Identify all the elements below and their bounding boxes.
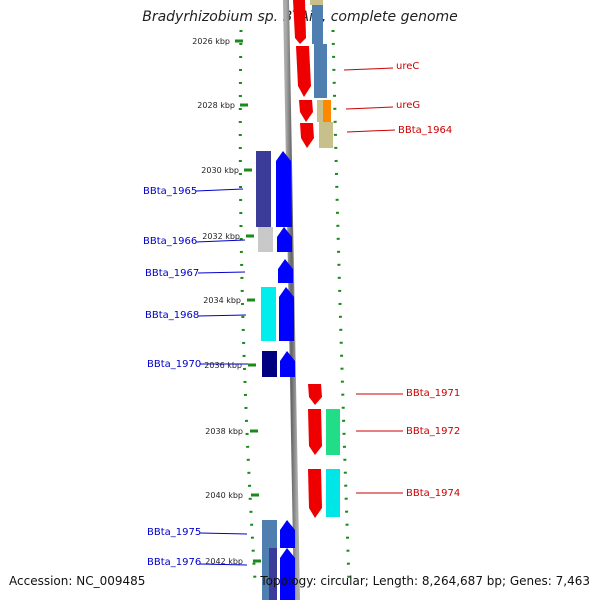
gene-label-bbta-1965[interactable]: BBta_1965	[143, 186, 197, 197]
gene-block-forward[interactable]	[326, 469, 340, 517]
gene-label-bbta-1970[interactable]: BBta_1970	[147, 359, 201, 370]
gene-block-forward[interactable]	[310, 0, 323, 5]
gene-block-reverse[interactable]	[261, 287, 276, 341]
gene-label-bbta-1964[interactable]: BBta_1964	[398, 125, 452, 136]
ruler-tick-label: 2040 kbp	[205, 491, 243, 500]
gene-block-forward[interactable]	[314, 44, 327, 98]
gene-label-bbta-1966[interactable]: BBta_1966	[143, 236, 197, 247]
gene-arrow-reverse[interactable]	[280, 548, 295, 600]
ruler-tick: 2034 kbp	[203, 296, 255, 305]
gene-block-reverse[interactable]	[262, 351, 277, 377]
ruler-tick: 2036 kbp	[204, 361, 256, 370]
gene-label-bbta-1971[interactable]: BBta_1971	[406, 388, 460, 399]
ruler-tick-label: 2034 kbp	[203, 296, 241, 305]
gene-block-forward[interactable]	[326, 409, 340, 455]
reverse-gene-labels: BBta_1965 BBta_1966 BBta_1967 BBta_1968 …	[143, 186, 248, 568]
accession-label: Accession: NC_009485	[9, 574, 146, 588]
ruler-tick: 2038 kbp	[205, 427, 258, 436]
gene-arrow-forward[interactable]	[308, 384, 322, 405]
ruler-tick: 2032 kbp	[202, 232, 254, 241]
gene-block-reverse[interactable]	[258, 227, 273, 252]
gene-arrow-reverse[interactable]	[280, 351, 295, 377]
ruler-tick-label: 2042 kbp	[205, 557, 243, 566]
gene-arrow-forward[interactable]	[299, 100, 313, 122]
ruler-tick: 2028 kbp	[197, 101, 248, 110]
ruler-tick-label: 2028 kbp	[197, 101, 235, 110]
gene-block-forward[interactable]	[312, 0, 323, 44]
gene-block-reverse[interactable]	[269, 548, 277, 600]
gene-block-reverse[interactable]	[262, 520, 277, 548]
gene-arrow-reverse[interactable]	[279, 287, 294, 341]
gene-label-bbta-1972[interactable]: BBta_1972	[406, 426, 460, 437]
gene-arrow-reverse[interactable]	[278, 259, 293, 283]
ruler-tick-label: 2030 kbp	[201, 166, 239, 175]
gene-block-forward[interactable]	[319, 122, 333, 148]
gene-block-forward[interactable]	[323, 100, 331, 122]
ruler-tick: 2030 kbp	[201, 166, 252, 175]
ruler-tick-label: 2026 kbp	[192, 37, 230, 46]
gene-arrow-forward[interactable]	[308, 469, 322, 518]
gene-label-urec[interactable]: ureC	[396, 61, 419, 72]
gene-arrow-reverse[interactable]	[277, 227, 292, 252]
gene-label-ureg[interactable]: ureG	[396, 100, 420, 111]
ruler-tick-label: 2036 kbp	[204, 361, 242, 370]
gene-arrow-forward[interactable]	[300, 123, 314, 148]
forward-gene-labels: ureC ureG BBta_1964 BBta_1971 BBta_1972 …	[343, 61, 460, 499]
gene-label-bbta-1968[interactable]: BBta_1968	[145, 310, 199, 321]
ruler: 2026 kbp 2028 kbp 2030 kbp 2032 kbp 2034…	[192, 37, 261, 566]
gene-arrow-reverse[interactable]	[276, 151, 292, 227]
gene-arrow-reverse[interactable]	[280, 520, 295, 548]
gene-label-bbta-1976[interactable]: BBta_1976	[147, 557, 201, 568]
gene-label-bbta-1967[interactable]: BBta_1967	[145, 268, 199, 279]
gene-label-bbta-1974[interactable]: BBta_1974	[406, 488, 460, 499]
gene-label-bbta-1975[interactable]: BBta_1975	[147, 527, 201, 538]
ruler-tick-label: 2038 kbp	[205, 427, 243, 436]
gene-block-reverse[interactable]	[256, 151, 271, 227]
ruler-tick: 2042 kbp	[205, 557, 261, 566]
gene-arrow-forward[interactable]	[293, 0, 306, 44]
ruler-tick: 2040 kbp	[205, 491, 259, 500]
forward-strand-track	[293, 0, 340, 518]
gene-arrow-forward[interactable]	[308, 409, 322, 455]
ruler-tick: 2026 kbp	[192, 37, 243, 46]
reverse-strand-track	[256, 151, 295, 600]
genome-summary: Topology: circular; Length: 8,264,687 bp…	[260, 574, 590, 588]
ruler-tick-label: 2032 kbp	[202, 232, 240, 241]
gene-arrow-forward[interactable]	[296, 46, 311, 97]
